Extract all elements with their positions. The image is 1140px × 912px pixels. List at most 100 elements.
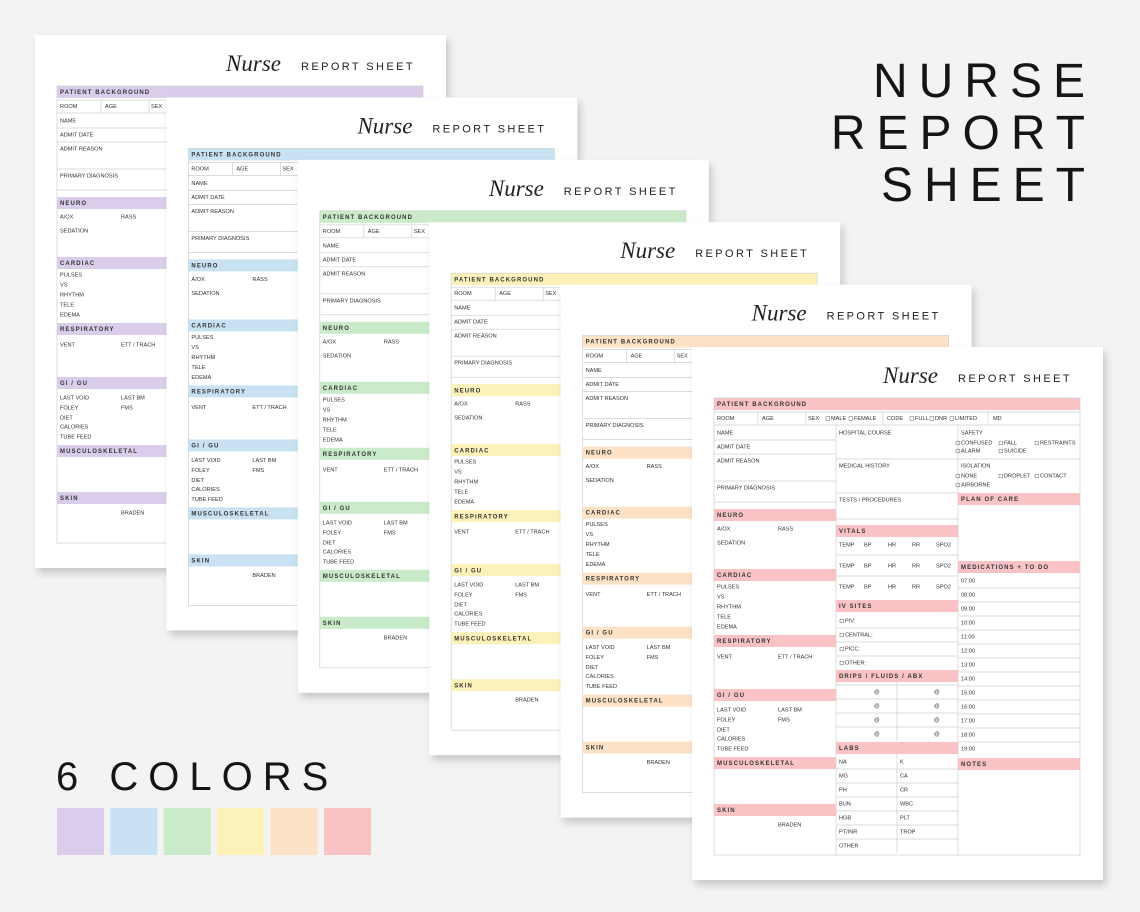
field-label: PICC: [845, 646, 860, 652]
section-header: NEURO [191, 263, 218, 269]
field-label: PRIMARY DIAGNOSIS [586, 423, 644, 429]
section-bar [451, 632, 574, 645]
field-label: LAST BM [778, 707, 802, 713]
field-label: LAST BM [647, 645, 671, 651]
field-label: RASS [252, 277, 268, 283]
field-label: PT/INR [839, 829, 857, 835]
field-label: VS [586, 532, 594, 538]
section-header: MUSCULOSKELETAL [191, 511, 269, 517]
field-label: FOLEY [191, 468, 210, 474]
field-label: 07:00 [961, 578, 975, 584]
field-label: FMS [252, 468, 264, 474]
section-bar [451, 384, 574, 397]
field-label: FALL [1004, 440, 1017, 446]
field-label: RHYTHM [454, 480, 478, 486]
section-bar [714, 804, 836, 816]
field-label: NA [839, 759, 847, 765]
field-label: SEDATION [717, 540, 745, 546]
field-label: EDEMA [60, 312, 80, 318]
field-label: BP [864, 563, 872, 569]
field-label: TELE [191, 365, 205, 371]
field-label: ROOM [586, 354, 604, 360]
sheet-title: REPORT SHEET [432, 123, 546, 135]
section-bar [188, 439, 311, 452]
field-label: ADMIT DATE [60, 132, 94, 138]
field-label: K [900, 759, 904, 765]
field-label: NAME [60, 118, 76, 124]
section-header: PATIENT BACKGROUND [60, 90, 150, 96]
field-label: CODE [887, 416, 903, 422]
field-label: SAFETY [961, 430, 983, 436]
section-header: NEURO [323, 326, 350, 332]
field-label: LAST BM [384, 520, 408, 526]
field-label: PULSES [191, 335, 213, 341]
section-bar [714, 689, 836, 701]
field-label: 14:00 [961, 676, 975, 682]
section-bar [319, 501, 442, 514]
section-header: GI / GU [323, 506, 351, 512]
field-label: CONFUSED [961, 440, 992, 446]
section-header: PATIENT BACKGROUND [323, 215, 413, 221]
field-label: BRADEN [121, 510, 144, 516]
section-bar [958, 493, 1080, 505]
section-header: NEURO [586, 451, 613, 457]
checkbox [998, 448, 1003, 454]
checkbox [1034, 473, 1039, 479]
field-label: TELE [717, 614, 731, 620]
field-label: MALE [831, 416, 847, 422]
sheet-title: REPORT SHEET [958, 373, 1072, 385]
section-bar [836, 525, 958, 537]
section-header: SKIN [60, 496, 79, 502]
section-header: RESPIRATORY [717, 639, 772, 645]
color-swatch [57, 808, 104, 855]
section-header: CARDIAC [717, 573, 752, 579]
field-label: RR [912, 563, 920, 569]
field-label: LAST VOID [586, 645, 615, 651]
field-label: 12:00 [961, 648, 975, 654]
field-label: SEX [545, 291, 556, 297]
field-label: RASS [647, 464, 663, 470]
section-bar [836, 742, 958, 754]
field-label: ETT / TRACH [647, 592, 681, 598]
field-label: VS [323, 407, 331, 413]
field-label: ADMIT REASON [586, 396, 628, 402]
field-label: HR [888, 542, 896, 548]
section-bar [57, 257, 179, 269]
field-label: ADMIT DATE [323, 257, 357, 263]
section-bar [319, 569, 442, 582]
field-label: SUICIDE [1004, 448, 1027, 454]
field-label: CALORIES [717, 736, 746, 742]
field-label: A/OX [717, 526, 731, 532]
section-bar [57, 377, 179, 389]
field-label: SEX [151, 104, 162, 110]
field-label: BRADEN [252, 573, 275, 579]
field-label: ETT / TRACH [121, 342, 155, 348]
field-label: TUBE FEED [586, 684, 617, 690]
section-header: SKIN [717, 808, 736, 814]
section-bar [188, 554, 311, 567]
field-label: VENT [60, 342, 76, 348]
field-label: AGE [499, 291, 511, 297]
section-bar [451, 273, 818, 286]
field-label: 18:00 [961, 732, 975, 738]
field-label: BRADEN [778, 822, 801, 828]
field-label: RESTRAINTS [1040, 440, 1076, 446]
section-header: CARDIAC [454, 448, 489, 454]
field-label: 15:00 [961, 690, 975, 696]
field-label: SEX [414, 229, 425, 235]
field-label: MG [839, 773, 848, 779]
field-label: CALORIES [191, 487, 220, 493]
field-label: AIRBORNE [961, 482, 990, 488]
field-label: 17:00 [961, 718, 975, 724]
section-header: CARDIAC [60, 261, 95, 267]
field-label: AGE [236, 166, 248, 172]
field-label: PLT [900, 815, 910, 821]
section-header: NOTES [961, 762, 987, 768]
field-label: DIET [586, 665, 599, 671]
section-header: RESPIRATORY [323, 452, 378, 458]
section-header: NEURO [60, 201, 87, 207]
field-label: SEDATION [60, 228, 88, 234]
field-label: 16:00 [961, 704, 975, 710]
field-label: VENT [323, 467, 339, 473]
field-label: CR [900, 787, 908, 793]
